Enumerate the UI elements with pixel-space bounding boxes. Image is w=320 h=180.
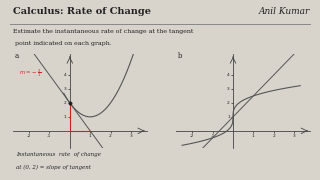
Text: b: b — [178, 52, 182, 60]
Text: at (0, 2) = slope of tangent: at (0, 2) = slope of tangent — [16, 165, 91, 170]
Text: $m = -\frac{2}{1}$: $m = -\frac{2}{1}$ — [19, 67, 41, 79]
Text: Estimate the instantaneous rate of change at the tangent: Estimate the instantaneous rate of chang… — [13, 29, 193, 34]
Text: Calculus: Rate of Change: Calculus: Rate of Change — [13, 7, 151, 16]
Text: point indicated on each graph.: point indicated on each graph. — [13, 41, 112, 46]
Text: a: a — [15, 52, 19, 60]
Text: Anil Kumar: Anil Kumar — [259, 7, 310, 16]
Text: Instantaneous  rate  of change: Instantaneous rate of change — [16, 152, 101, 157]
